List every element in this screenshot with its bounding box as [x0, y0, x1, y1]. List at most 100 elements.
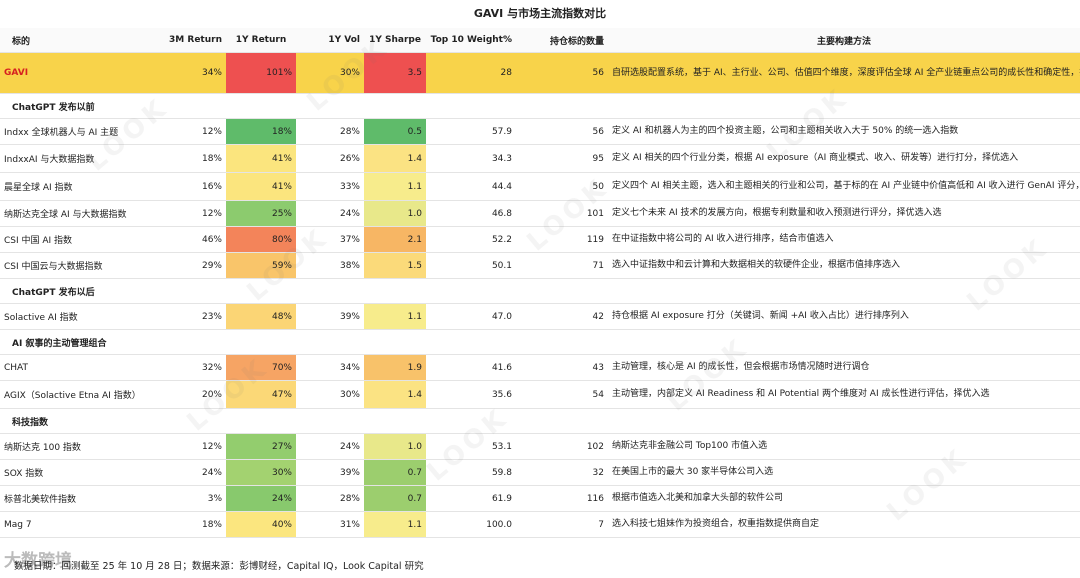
- row-1y-sharpe: 1.4: [364, 380, 426, 409]
- row-desc: 持仓根据 AI exposure 打分（关键词、新闻 +AI 收入占比）进行排序…: [608, 303, 1080, 330]
- table-row: Solactive AI 指数 23% 48% 39% 1.1 47.0 42 持仓根据 AI…: [0, 303, 1080, 330]
- row-name: 纳斯达克 100 指数: [0, 433, 150, 460]
- row-1y-vol: 24%: [296, 200, 364, 227]
- row-count: 119: [516, 226, 608, 253]
- row-name: 晨星全球 AI 指数: [0, 172, 150, 201]
- table-title: GAVI 与市场主流指数对比: [0, 0, 1080, 29]
- row-name: SOX 指数: [0, 459, 150, 486]
- row-desc: 纳斯达克非金融公司 Top100 市值入选: [608, 433, 1080, 460]
- row-desc: 在中证指数中将公司的 AI 收入进行排序，结合市值选入: [608, 226, 1080, 253]
- row-1y-return: 41%: [226, 172, 296, 201]
- row-3m-return: 34%: [150, 52, 226, 94]
- row-1y-return: 30%: [226, 459, 296, 486]
- row-1y-vol: 39%: [296, 459, 364, 486]
- table-row: IndxxAI 与大数据指数 18% 41% 26% 1.4 34.3 95 定义 AI 相关…: [0, 144, 1080, 173]
- section-header: 科技指数: [0, 408, 1080, 434]
- table-row: CHAT 32% 70% 34% 1.9 41.6 43 主动管理，核心是 AI 的成长性，但…: [0, 354, 1080, 381]
- row-1y-return: 80%: [226, 226, 296, 253]
- row-1y-sharpe: 1.1: [364, 303, 426, 330]
- row-name: CSI 中国云与大数据指数: [0, 252, 150, 279]
- header-method: 主要构建方法: [608, 28, 1080, 53]
- row-3m-return: 32%: [150, 354, 226, 381]
- row-3m-return: 12%: [150, 118, 226, 145]
- section-header: AI 叙事的主动管理组合: [0, 329, 1080, 355]
- row-desc: 在美国上市的最大 30 家半导体公司入选: [608, 459, 1080, 486]
- header-1y-return: 1Y Return: [226, 28, 296, 53]
- row-name: CSI 中国 AI 指数: [0, 226, 150, 253]
- logo-watermark: 大数跨境: [4, 551, 72, 571]
- row-top10: 59.8: [426, 459, 516, 486]
- row-1y-vol: 26%: [296, 144, 364, 173]
- row-top10: 41.6: [426, 354, 516, 381]
- row-3m-return: 24%: [150, 459, 226, 486]
- row-desc: 选入中证指数中和云计算和大数据相关的软硬件企业，根据市值排序选入: [608, 252, 1080, 279]
- row-desc: 主动管理，核心是 AI 的成长性，但会根据市场情况随时进行调仓: [608, 354, 1080, 381]
- table-row: AGIX（Solactive Etna AI 指数） 20% 47% 30% 1.4 35…: [0, 380, 1080, 409]
- row-top10: 50.1: [426, 252, 516, 279]
- table-row: 晨星全球 AI 指数 16% 41% 33% 1.1 44.4 50 定义四个 AI 相关主题…: [0, 172, 1080, 201]
- section-label: ChatGPT 发布以前: [0, 93, 1080, 119]
- section-label: AI 叙事的主动管理组合: [0, 329, 1080, 355]
- row-top10: 44.4: [426, 172, 516, 201]
- table-row: CSI 中国云与大数据指数 29% 59% 38% 1.5 50.1 71 选入中证指数中和云…: [0, 252, 1080, 279]
- row-3m-return: 18%: [150, 144, 226, 173]
- row-desc: 自研选股配置系统，基于 AI、主行业、公司、估值四个维度，深度评估全球 AI 全…: [608, 52, 1080, 94]
- row-top10: 52.2: [426, 226, 516, 253]
- row-count: 7: [516, 511, 608, 538]
- row-desc: 定义四个 AI 相关主题，选入和主题相关的行业和公司，基于标的在 AI 产业链中…: [608, 172, 1080, 201]
- row-1y-vol: 34%: [296, 354, 364, 381]
- table-row: SOX 指数 24% 30% 39% 0.7 59.8 32 在美国上市的最大 30 家半导体…: [0, 459, 1080, 486]
- section-label: 科技指数: [0, 408, 1080, 434]
- row-1y-sharpe: 0.7: [364, 459, 426, 486]
- row-top10: 53.1: [426, 433, 516, 460]
- row-name: Solactive AI 指数: [0, 303, 150, 330]
- row-3m-return: 18%: [150, 511, 226, 538]
- table-row: 标普北美软件指数 3% 24% 28% 0.7 61.9 116 根据市值选入北美和加拿大头部…: [0, 485, 1080, 512]
- row-1y-return: 70%: [226, 354, 296, 381]
- row-count: 71: [516, 252, 608, 279]
- row-3m-return: 12%: [150, 433, 226, 460]
- row-3m-return: 20%: [150, 380, 226, 409]
- row-top10: 28: [426, 52, 516, 94]
- header-target: 标的: [0, 28, 150, 53]
- row-3m-return: 29%: [150, 252, 226, 279]
- row-1y-sharpe: 1.0: [364, 200, 426, 227]
- row-count: 42: [516, 303, 608, 330]
- row-1y-vol: 31%: [296, 511, 364, 538]
- row-3m-return: 46%: [150, 226, 226, 253]
- row-1y-vol: 33%: [296, 172, 364, 201]
- row-count: 95: [516, 144, 608, 173]
- row-count: 43: [516, 354, 608, 381]
- row-count: 56: [516, 118, 608, 145]
- row-1y-vol: 28%: [296, 118, 364, 145]
- row-desc: 根据市值选入北美和加拿大头部的软件公司: [608, 485, 1080, 512]
- row-desc: 定义 AI 和机器人为主的四个投资主题，公司和主题相关收入大于 50% 的统一选…: [608, 118, 1080, 145]
- row-count: 102: [516, 433, 608, 460]
- row-1y-return: 24%: [226, 485, 296, 512]
- row-name: GAVI: [0, 52, 150, 94]
- header-3m-return: 3M Return: [150, 28, 226, 53]
- table-row: CSI 中国 AI 指数 46% 80% 37% 2.1 52.2 119 在中证指数中将公司…: [0, 226, 1080, 253]
- row-desc: 主动管理，内部定义 AI Readiness 和 AI Potential 两个…: [608, 380, 1080, 409]
- row-name: Mag 7: [0, 511, 150, 538]
- row-top10: 61.9: [426, 485, 516, 512]
- table-row: 纳斯达克全球 AI 与大数据指数 12% 25% 24% 1.0 46.8 101 定义七个未…: [0, 200, 1080, 227]
- table-row: 纳斯达克 100 指数 12% 27% 24% 1.0 53.1 102 纳斯达克非金融公司 …: [0, 433, 1080, 460]
- row-1y-vol: 38%: [296, 252, 364, 279]
- row-count: 54: [516, 380, 608, 409]
- row-1y-sharpe: 2.1: [364, 226, 426, 253]
- comparison-table: 标的 3M Return 1Y Return 1Y Vol 1Y Sharpe …: [0, 28, 1080, 538]
- footnote: 数据日期：回测截至 25 年 10 月 28 日；数据来源：彭博财经，Capit…: [14, 561, 424, 572]
- row-top10: 57.9: [426, 118, 516, 145]
- row-name: AGIX（Solactive Etna AI 指数）: [0, 380, 150, 409]
- row-name: Indxx 全球机器人与 AI 主题: [0, 118, 150, 145]
- header-holdings-count: 持仓标的数量: [516, 28, 608, 53]
- row-desc: 定义 AI 相关的四个行业分类，根据 AI exposure（AI 商业模式、收…: [608, 144, 1080, 173]
- section-header: ChatGPT 发布以后: [0, 278, 1080, 304]
- row-1y-sharpe: 1.0: [364, 433, 426, 460]
- header-1y-vol: 1Y Vol: [296, 28, 364, 53]
- row-count: 116: [516, 485, 608, 512]
- row-1y-return: 25%: [226, 200, 296, 227]
- row-name: IndxxAI 与大数据指数: [0, 144, 150, 173]
- row-count: 32: [516, 459, 608, 486]
